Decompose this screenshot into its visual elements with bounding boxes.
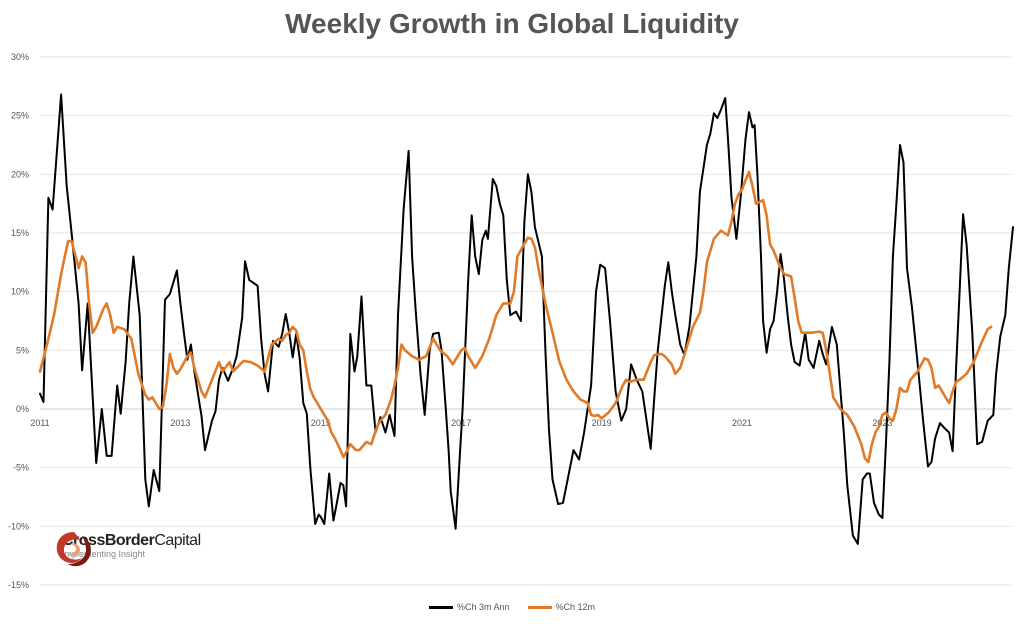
legend-swatch-black	[428, 605, 453, 609]
y-tick-label: 15%	[11, 228, 29, 238]
series-line-12m	[38, 170, 993, 464]
logo-swirl-icon	[56, 532, 91, 567]
series-lines	[38, 93, 1014, 545]
logo-name-regular: Capital	[154, 532, 201, 549]
x-tick-label: 2011	[30, 418, 49, 428]
y-tick-label: 10%	[11, 287, 29, 297]
x-tick-label: 2015	[311, 418, 331, 428]
crossborder-capital-logo: CrossBorderCapital Implementing Insight	[52, 528, 207, 567]
x-tick-label: 2021	[732, 418, 752, 428]
legend-label: %Ch 3m Ann	[456, 602, 510, 612]
series-line-3m-ann	[39, 93, 1014, 545]
legend-item-3m: %Ch 3m Ann	[428, 602, 510, 612]
y-tick-label: 25%	[11, 111, 29, 121]
legend-swatch-orange	[527, 605, 552, 609]
y-axis-ticks: 30% 25% 20% 15% 10% 5% 0% -5% -10% -15%	[8, 52, 29, 590]
legend-label: %Ch 12m	[555, 602, 596, 612]
chart-legend: %Ch 3m Ann %Ch 12m	[0, 602, 1024, 612]
y-tick-label: -15%	[8, 580, 29, 590]
y-tick-label: 0%	[16, 404, 29, 414]
logo-tagline: Implementing Insight	[62, 549, 146, 559]
x-tick-label: 2019	[592, 418, 612, 428]
y-tick-label: -5%	[13, 463, 29, 473]
legend-item-12m: %Ch 12m	[527, 602, 596, 612]
y-tick-label: -10%	[8, 521, 29, 531]
x-tick-label: 2013	[170, 418, 190, 428]
x-tick-label: 2023	[872, 418, 892, 428]
y-tick-label: 30%	[11, 52, 29, 62]
y-tick-label: 5%	[16, 345, 29, 355]
y-tick-label: 20%	[11, 169, 29, 179]
gridlines	[40, 56, 1012, 586]
logo-name-bold: CrossBorder	[62, 532, 155, 549]
chart-title: Weekly Growth in Global Liquidity	[285, 8, 739, 39]
